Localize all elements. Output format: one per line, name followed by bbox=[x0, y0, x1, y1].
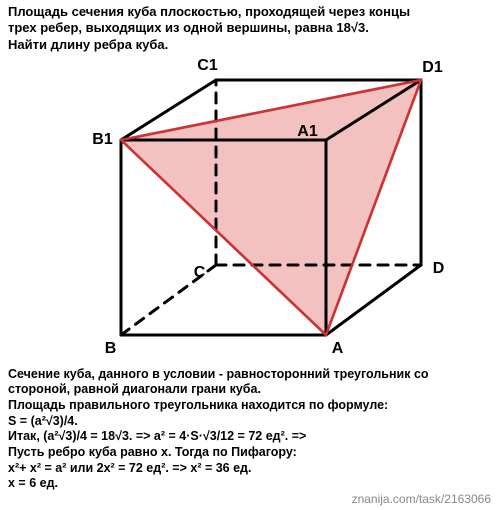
vertex-label-A1: A1 bbox=[297, 123, 317, 141]
solution-line: стороной, равной диагонали грани куба. bbox=[8, 382, 493, 398]
solution-line: Площадь правильного треугольника находит… bbox=[8, 398, 493, 414]
cube-svg bbox=[51, 55, 451, 365]
vertex-label-D1: D1 bbox=[422, 59, 442, 77]
vertex-label-B1: B1 bbox=[92, 131, 112, 149]
solution-line: х²+ х² = а² или 2х² = 72 ед². => х² = 36… bbox=[8, 461, 493, 477]
solution-line: х = 6 ед. bbox=[8, 476, 493, 492]
problem-statement: Площадь сечения куба плоскостью, проходя… bbox=[0, 0, 501, 55]
problem-line: Найти длину ребра куба. bbox=[8, 37, 493, 53]
vertex-label-D: D bbox=[433, 260, 445, 278]
solution-line: Пусть ребро куба равно х. Тогда по Пифаг… bbox=[8, 445, 493, 461]
problem-line: Площадь сечения куба плоскостью, проходя… bbox=[8, 4, 493, 20]
vertex-label-A: A bbox=[332, 340, 344, 358]
solution-line: Сечение куба, данного в условии - равнос… bbox=[8, 367, 493, 383]
solution-text: Сечение куба, данного в условии - равнос… bbox=[0, 365, 501, 496]
solution-line: S = (a²√3)/4. bbox=[8, 414, 493, 430]
problem-line: трех ребер, выходящих из одной вершины, … bbox=[8, 20, 493, 36]
solution-line: Итак, (a²√3)/4 = 18√3. => a² = 4·S·√3/12… bbox=[8, 429, 493, 445]
vertex-label-C1: C1 bbox=[197, 57, 217, 75]
vertex-label-B: B bbox=[105, 340, 117, 358]
vertex-label-C: C bbox=[194, 264, 206, 282]
watermark: znanija.com/task/2163066 bbox=[352, 492, 491, 506]
cube-diagram: B A D C B1 A1 D1 C1 bbox=[51, 55, 451, 365]
diagram-container: B A D C B1 A1 D1 C1 bbox=[0, 55, 501, 365]
